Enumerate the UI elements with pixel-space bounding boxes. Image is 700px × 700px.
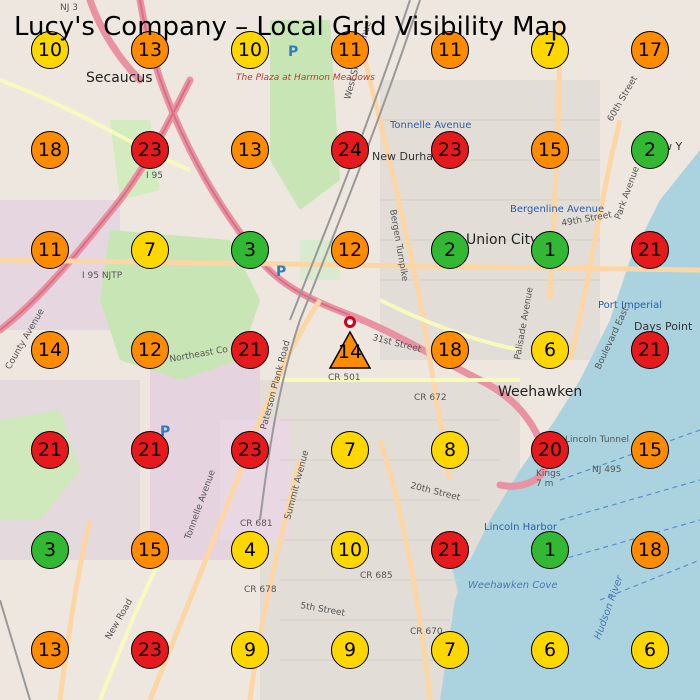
grid-cell-marker[interactable]: 15 [531,131,569,169]
grid-cell-marker[interactable]: 24 [331,131,369,169]
grid-cell-marker[interactable]: 10 [31,31,69,69]
map-label-nj3: NJ 3 [60,3,78,13]
grid-cell-marker[interactable]: 21 [631,331,669,369]
map-label-new-durham: New Durham [372,150,444,163]
grid-cell-marker[interactable]: 15 [631,431,669,469]
grid-cell-marker[interactable]: 12 [131,331,169,369]
grid-cell-marker[interactable]: 4 [231,531,269,569]
map-title: Lucy's Company – Local Grid Visibility M… [14,12,567,42]
map-label-union-city: Union City [466,232,538,248]
grid-cell-marker[interactable]: 18 [31,131,69,169]
grid-cell-marker[interactable]: 7 [531,31,569,69]
map-label-cr501: CR 501 [328,373,361,383]
map-label-cr678: CR 678 [244,585,277,595]
grid-cell-marker[interactable]: 18 [431,331,469,369]
map-label-plaza: The Plaza at Harmon Meadows [236,73,375,83]
grid-cell-marker[interactable]: 21 [631,231,669,269]
grid-cell-marker[interactable]: 7 [331,431,369,469]
grid-cell-marker[interactable]: 7 [431,631,469,669]
map-label-tonnelle-station: Tonnelle Avenue [389,120,471,131]
map-label-cr681: CR 681 [240,519,273,529]
grid-cell-marker[interactable]: 18 [631,531,669,569]
map-label-cr670: CR 670 [410,627,443,637]
marker-value: 14 [337,341,363,363]
company-location-marker[interactable]: 14 [328,330,372,370]
map-label-i95-njtp: I 95 NJTP [82,271,123,281]
grid-cell-marker[interactable]: 23 [131,631,169,669]
grid-cell-marker[interactable]: 6 [631,631,669,669]
parking-icon: P [276,264,286,280]
grid-cell-marker[interactable]: 7 [131,231,169,269]
grid-cell-marker[interactable]: 2 [631,131,669,169]
parking-icon: P [288,44,298,60]
grid-cell-marker[interactable]: 6 [531,331,569,369]
grid-cell-marker[interactable]: 6 [531,631,569,669]
map-label-cr672: CR 672 [414,393,447,403]
grid-cell-marker[interactable]: 12 [331,231,369,269]
grid-cell-marker[interactable]: 3 [31,531,69,569]
grid-cell-marker[interactable]: 2 [431,231,469,269]
grid-cell-marker[interactable]: 15 [131,531,169,569]
grid-cell-marker[interactable]: 3 [231,231,269,269]
map-label-bergenline-station: Bergenline Avenue [510,204,604,215]
grid-cell-marker[interactable]: 14 [31,331,69,369]
map-label-cr685: CR 685 [360,571,393,581]
map-label-weehawken: Weehawken [498,384,582,400]
grid-cell-marker[interactable]: 8 [431,431,469,469]
grid-cell-marker[interactable]: 21 [231,331,269,369]
map-label-port-imperial: Port Imperial [598,300,662,311]
parking-icon: P [160,424,170,440]
grid-cell-marker[interactable]: 23 [231,431,269,469]
grid-cell-marker[interactable]: 23 [131,131,169,169]
grid-cell-marker[interactable]: 13 [131,31,169,69]
grid-cell-marker[interactable]: 20 [531,431,569,469]
grid-cell-marker[interactable]: 23 [431,131,469,169]
map-label-nj495: NJ 495 [592,465,621,475]
grid-cell-marker[interactable]: 11 [331,31,369,69]
grid-cell-marker[interactable]: 21 [131,431,169,469]
grid-cell-marker[interactable]: 13 [31,631,69,669]
map-label-weehawken-cove: Weehawken Cove [468,580,557,591]
grid-cell-marker[interactable]: 9 [231,631,269,669]
grid-cell-marker[interactable]: 10 [331,531,369,569]
grid-cell-marker[interactable]: 11 [431,31,469,69]
location-pin-icon [344,316,356,328]
map-label-lincoln-tunnel: Lincoln Tunnel [565,435,629,445]
map-label-secaucus: Secaucus [86,70,153,86]
map-label-days-point: Days Point [634,320,693,333]
map-label-kingsland: Kings [536,469,561,479]
grid-cell-marker[interactable]: 11 [31,231,69,269]
grid-cell-marker[interactable]: 13 [231,131,269,169]
map-label-lincoln-harbor: Lincoln Harbor [484,522,558,533]
grid-cell-marker[interactable]: 21 [431,531,469,569]
grid-cell-marker[interactable]: 1 [531,531,569,569]
grid-cell-marker[interactable]: 1 [531,231,569,269]
map-label-i95: I 95 [146,171,163,181]
grid-cell-marker[interactable]: 9 [331,631,369,669]
grid-cell-marker[interactable]: 17 [631,31,669,69]
map-label-pershing-partial: 7 m [536,479,553,489]
grid-cell-marker[interactable]: 21 [31,431,69,469]
grid-cell-marker[interactable]: 10 [231,31,269,69]
